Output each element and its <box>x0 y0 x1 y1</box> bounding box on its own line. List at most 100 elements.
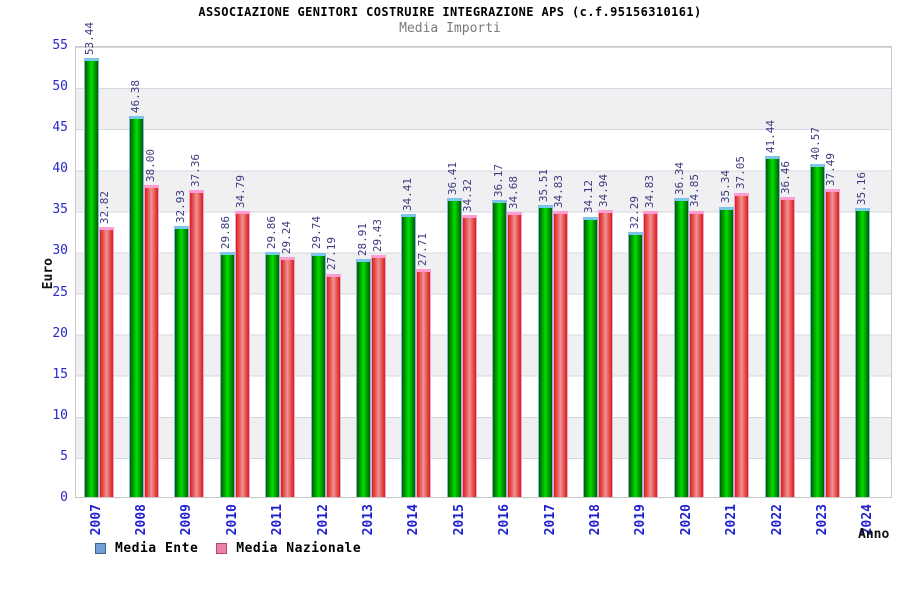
plot-area: 53.44 32.82 46.38 38.00 32.93 37.36 29.86 34.79… <box>75 22 892 498</box>
bar-value-label: 27.71 <box>415 233 429 267</box>
x-tick-2008: 2008 <box>134 504 150 536</box>
bar-media-ente-2012 <box>310 252 326 497</box>
bar-value-label: 34.79 <box>234 174 248 209</box>
y-tick-5: 5 <box>60 448 68 464</box>
bar-value-label: 36.41 <box>446 161 460 195</box>
bar-value-label: 34.85 <box>688 174 702 208</box>
bar-value-label: 35.16 <box>854 171 868 206</box>
x-tick-2022: 2022 <box>769 504 785 536</box>
bar-media-nazionale-2008 <box>144 184 160 497</box>
bar-value-label: 40.57 <box>809 127 823 161</box>
y-tick-35: 35 <box>52 202 68 218</box>
bar-value-label: 34.12 <box>582 180 596 214</box>
bar-value-label: 36.46 <box>779 161 793 195</box>
bar-media-ente-2023 <box>809 163 825 497</box>
bar-media-ente-2010 <box>219 251 235 497</box>
x-tick-2017: 2017 <box>542 504 558 536</box>
bar-media-nazionale-2007 <box>98 227 114 497</box>
bar-value-label: 29.86 <box>264 215 278 249</box>
bar-media-ente-2013 <box>356 259 372 497</box>
bar-value-label: 34.32 <box>461 178 475 212</box>
bar-value-label: 29.74 <box>310 216 324 250</box>
bar-media-nazionale-2022 <box>779 197 795 497</box>
bar-media-ente-2017 <box>537 205 553 497</box>
legend-swatch-media-ente-icon <box>95 543 106 554</box>
bar-value-label: 34.68 <box>506 175 520 209</box>
y-tick-0: 0 <box>60 490 68 505</box>
bar-value-label: 37.36 <box>188 153 202 187</box>
x-axis-title: Anno <box>858 527 890 542</box>
bar-media-nazionale-2015 <box>461 214 477 497</box>
bar-media-nazionale-2016 <box>507 212 523 497</box>
bar-media-ente-2015 <box>446 197 462 497</box>
y-tick-55: 55 <box>52 38 68 53</box>
x-tick-2016: 2016 <box>497 504 513 536</box>
x-tick-2009: 2009 <box>179 504 195 536</box>
bar-media-nazionale-2019 <box>643 210 659 497</box>
bar-value-label: 29.43 <box>370 219 384 253</box>
x-tick-2011: 2011 <box>270 504 286 536</box>
y-tick-40: 40 <box>52 161 68 177</box>
bar-media-nazionale-2020 <box>688 210 704 497</box>
bar-media-nazionale-2009 <box>189 189 205 497</box>
bar-media-nazionale-2018 <box>597 209 613 497</box>
bar-media-nazionale-2011 <box>280 256 296 497</box>
bar-value-label: 34.83 <box>642 174 656 208</box>
bar-value-label: 37.49 <box>824 152 838 186</box>
bar-value-label: 41.44 <box>764 120 778 154</box>
bar-media-ente-2008 <box>129 115 145 497</box>
legend-label-media-ente: Media Ente <box>115 541 199 556</box>
bar-media-ente-2021 <box>719 206 735 497</box>
bar-media-ente-2009 <box>174 226 190 497</box>
bar-value-label: 29.86 <box>219 215 233 249</box>
bar-value-label: 34.41 <box>400 178 414 212</box>
bar-media-nazionale-2021 <box>734 192 750 497</box>
x-tick-2018: 2018 <box>587 504 603 536</box>
legend-item-media-ente: Media Ente <box>95 541 198 556</box>
bar-value-label: 34.83 <box>552 174 566 208</box>
x-tick-2012: 2012 <box>315 504 331 536</box>
bar-media-ente-2022 <box>764 156 780 497</box>
y-tick-45: 45 <box>52 120 68 136</box>
bar-media-ente-2018 <box>582 216 598 497</box>
bar-value-label: 27.19 <box>325 237 339 271</box>
bar-value-label: 29.24 <box>279 220 293 254</box>
y-tick-50: 50 <box>52 79 68 95</box>
bar-value-label: 35.51 <box>537 169 551 203</box>
x-tick-2020: 2020 <box>678 504 694 536</box>
bar-value-label: 34.94 <box>597 173 611 207</box>
y-tick-25: 25 <box>52 284 68 300</box>
legend-label-media-nazionale: Media Nazionale <box>236 541 362 556</box>
bar-media-nazionale-2017 <box>552 210 568 497</box>
x-tick-2015: 2015 <box>451 504 467 536</box>
bar-value-label: 38.00 <box>143 148 157 182</box>
y-tick-20: 20 <box>52 325 68 341</box>
bar-media-nazionale-2010 <box>234 211 250 497</box>
bar-media-nazionale-2023 <box>824 188 840 497</box>
bar-media-ente-2014 <box>401 214 417 497</box>
bar-media-ente-2011 <box>265 251 281 497</box>
legend-swatch-media-nazionale-icon <box>216 543 228 554</box>
legend-item-media-nazionale: Media Nazionale <box>216 541 361 556</box>
x-tick-2019: 2019 <box>633 504 649 536</box>
bar-media-nazionale-2013 <box>371 255 387 497</box>
bar-value-label: 32.82 <box>98 191 112 225</box>
bar-media-ente-2020 <box>673 198 689 497</box>
bar-media-ente-2024 <box>855 208 871 497</box>
bar-value-label: 28.91 <box>355 223 369 257</box>
x-tick-2014: 2014 <box>406 504 422 536</box>
x-tick-2013: 2013 <box>361 504 377 536</box>
bar-media-ente-2016 <box>492 199 508 497</box>
bar-value-label: 36.17 <box>491 163 505 197</box>
bar-value-label: 32.93 <box>173 190 187 224</box>
x-tick-2023: 2023 <box>814 504 830 536</box>
x-tick-2010: 2010 <box>224 504 240 536</box>
y-tick-10: 10 <box>52 407 68 423</box>
chart-title: ASSOCIAZIONE GENITORI COSTRUIRE INTEGRAZ… <box>198 5 702 19</box>
bar-value-label: 35.34 <box>718 170 732 204</box>
bar-value-label: 36.34 <box>673 162 687 196</box>
bar-value-label: 37.05 <box>733 156 747 190</box>
bar-media-ente-2007 <box>83 57 99 497</box>
y-tick-15: 15 <box>52 366 68 382</box>
